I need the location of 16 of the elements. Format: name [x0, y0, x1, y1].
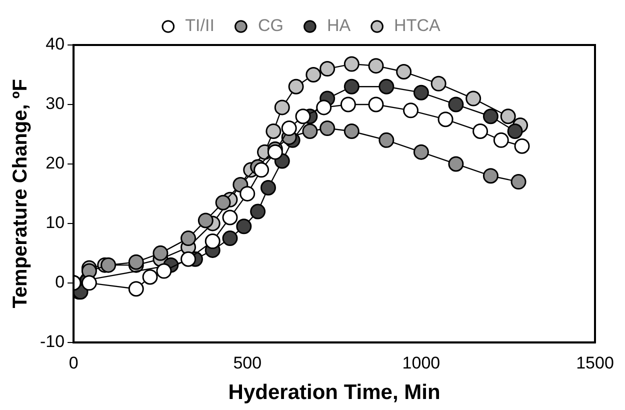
legend-label: HA — [326, 16, 352, 36]
x-axis-title: Hyderation Time, Min — [228, 381, 440, 404]
y-tick-label: -10 — [40, 332, 65, 352]
x-tick-label: 1000 — [402, 353, 440, 372]
x-tick-label: 500 — [233, 353, 262, 372]
y-axis-title: Temperature Change, ºF — [10, 79, 32, 308]
legend-label: HTCA — [394, 16, 441, 36]
legend-label: TI/II — [185, 16, 214, 36]
x-tick-label: 0 — [68, 353, 78, 372]
y-tick-label: 10 — [46, 213, 65, 232]
legend-label: CG — [258, 16, 284, 36]
y-tick-label: 40 — [46, 34, 65, 54]
x-tick-label: 1500 — [576, 353, 614, 372]
y-tick-label: 30 — [46, 94, 65, 114]
y-tick-label: 20 — [46, 154, 65, 173]
y-tick-label: 0 — [55, 272, 65, 292]
